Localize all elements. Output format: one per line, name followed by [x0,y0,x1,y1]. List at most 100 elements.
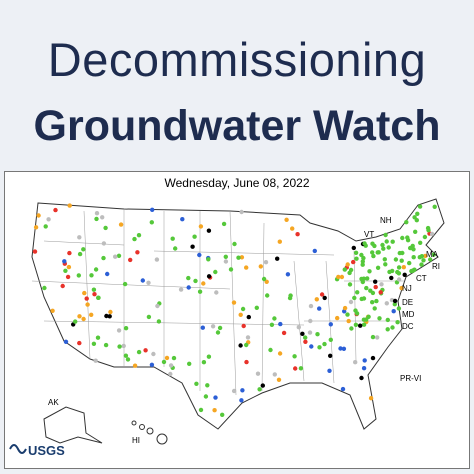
site-dot [284,217,289,222]
site-dot [272,372,277,377]
map-date: Wednesday, June 08, 2022 [165,176,310,190]
state-label: DE [402,298,413,307]
site-dot [349,326,354,331]
site-dot [336,274,341,280]
site-dot [327,368,332,373]
site-dot [353,250,359,255]
site-dot [125,357,131,362]
site-dot [402,272,407,277]
site-dot [418,240,423,245]
state-label: RI [432,262,440,271]
site-dot [187,361,192,366]
site-dot [303,335,308,340]
site-dot [92,292,97,297]
site-dot [361,366,367,371]
site-dot [73,319,78,324]
site-dot [379,282,384,287]
site-dot [212,408,217,413]
site-dot [319,292,325,297]
site-dot [315,332,320,337]
site-dot [335,315,340,321]
site-dot [201,360,207,365]
site-dot [307,330,313,335]
site-dot [296,325,301,330]
state-label: PR-VI [400,374,421,383]
site-dot [170,236,175,241]
logo-text: USGS [28,443,65,458]
site-dot [161,359,167,365]
site-dot [370,334,376,340]
site-dot [132,363,138,368]
site-dot [382,257,387,262]
site-dot [223,259,229,264]
site-dot [121,343,126,349]
site-dot [213,269,218,275]
site-dot [268,347,273,353]
site-dot [385,327,390,332]
site-dot [151,351,156,357]
site-dot [154,257,160,262]
site-dot [156,319,162,324]
site-dot [408,245,413,251]
site-dot [215,330,221,335]
site-dot [206,228,212,233]
site-dot [210,324,216,329]
site-dot [359,375,364,381]
site-dot [108,309,113,315]
site-dot [239,398,244,403]
site-dot [198,407,204,413]
state-label: VT [364,230,374,239]
site-dot [103,225,108,231]
site-dot [122,281,128,287]
site-dot [364,285,369,291]
site-dot [312,248,317,254]
site-dot [372,306,377,311]
site-dot [220,412,225,417]
site-dot [362,358,367,363]
site-dot [381,246,386,251]
site-dot [431,252,436,257]
site-dot [66,264,72,270]
site-dot [411,255,416,260]
title-line: Groundwater Watch [33,102,441,150]
state-label: HI [132,436,140,445]
site-dot [400,235,405,241]
site-dot [263,260,269,265]
site-dot [206,257,211,262]
site-dot [290,226,295,231]
site-dot [429,231,435,237]
site-dot [77,340,82,346]
site-dot [186,275,191,281]
site-dot [264,279,269,284]
site-dot [309,344,314,349]
site-dot [32,249,38,254]
site-dot [103,342,109,348]
site-dot [155,303,160,309]
site-dot [317,306,322,311]
site-dot [345,312,350,317]
site-dot [260,383,265,388]
site-dot [150,207,155,212]
site-dot [328,337,333,342]
site-dot [232,241,237,247]
site-dot [107,314,112,319]
site-dot [396,265,402,270]
site-dot [370,300,375,305]
site-dot [94,216,99,222]
site-dot [221,221,227,227]
site-dot [77,235,82,240]
site-dot [353,308,358,313]
site-dot [373,284,378,290]
site-dot [100,215,105,220]
site-dot [392,298,398,304]
site-dot [278,321,283,327]
site-dot [340,386,346,392]
site-dot [239,209,244,215]
site-dot [383,232,388,238]
site-dot [432,204,437,209]
site-dot [244,265,249,270]
site-dot [128,257,133,263]
site-dot [375,250,380,255]
site-dot [396,306,402,311]
site-dot [33,225,39,230]
